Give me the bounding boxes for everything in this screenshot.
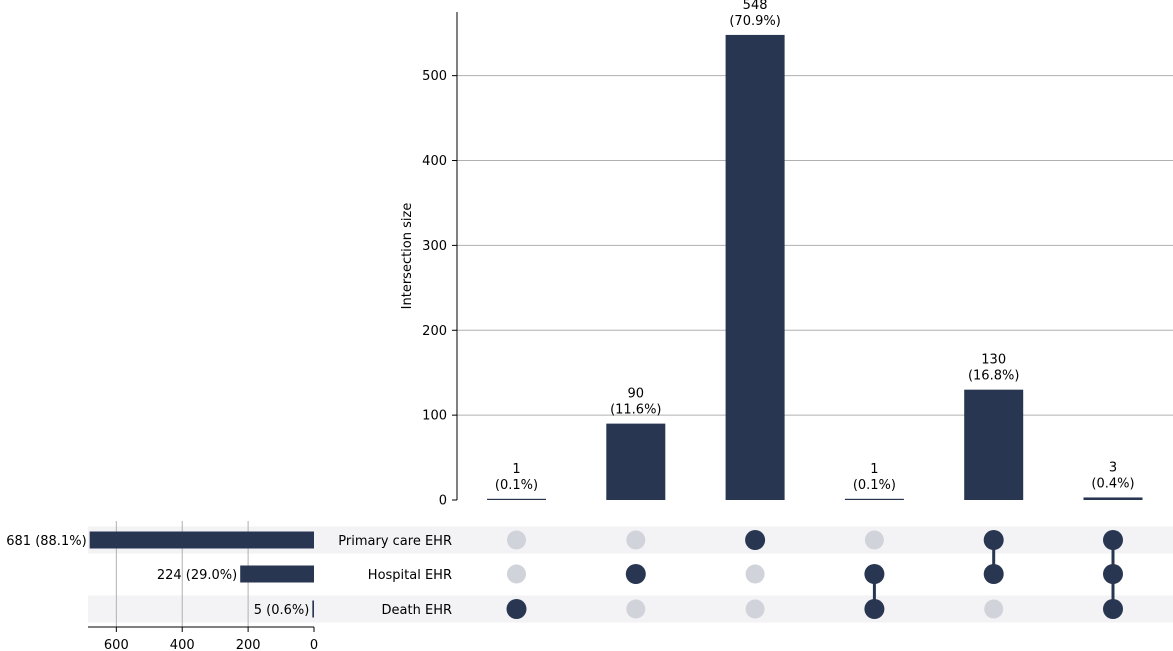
matrix-dot-inactive xyxy=(626,599,646,619)
set-size-label: 224 (29.0%) xyxy=(157,568,237,583)
matrix-dot-active xyxy=(1103,564,1123,584)
set-size-label: 681 (88.1%) xyxy=(6,534,86,549)
y-axis-label: Intersection size xyxy=(400,203,415,310)
matrix-dot-active xyxy=(506,599,527,619)
set-name-label: Hospital EHR xyxy=(368,568,452,583)
set-size-bar xyxy=(240,565,314,583)
matrix-dot-active xyxy=(864,599,885,619)
set-size-bars xyxy=(89,531,314,618)
intersection-bar xyxy=(1083,497,1143,500)
y-tick-label: 200 xyxy=(422,324,447,339)
matrix-dot-active xyxy=(1103,530,1123,550)
intersection-bar xyxy=(725,34,785,500)
intersection-bar xyxy=(487,498,546,500)
set-size-tick-label: 600 xyxy=(104,638,129,651)
set-size-label: 5 (0.6%) xyxy=(254,603,310,618)
matrix-dot-inactive xyxy=(745,564,765,584)
set-size-bar xyxy=(89,531,314,549)
y-tick-label: 300 xyxy=(422,239,447,254)
intersection-bar xyxy=(964,389,1024,500)
set-name-label: Death EHR xyxy=(382,603,452,618)
y-tick-label: 500 xyxy=(422,69,447,84)
axes: 0 100 200 300 400 500 Intersection size 600 400 2… xyxy=(88,12,458,651)
intersection-bar-label: 548 (70.9%) xyxy=(729,0,780,29)
y-tick-label: 0 xyxy=(439,494,447,509)
set-size-tick-label: 0 xyxy=(310,638,318,651)
matrix-dot-inactive xyxy=(507,530,526,550)
matrix-dot-inactive xyxy=(626,530,646,550)
intersection-bar-label: 90 (11.6%) xyxy=(610,387,661,418)
intersection-bar-label: 3 (0.4%) xyxy=(1091,460,1134,491)
intersection-bar xyxy=(844,498,904,500)
membership-matrix xyxy=(506,530,1123,619)
matrix-dot-active xyxy=(1103,599,1123,619)
labels: 1 (0.1%) 90 (11.6%) 548 (70.9%) 1 (0.1%) 130 (16.… xyxy=(6,0,1134,618)
matrix-dot-active xyxy=(625,564,646,584)
matrix-dot-inactive xyxy=(864,530,884,550)
intersection-bar-label: 1 (0.1%) xyxy=(495,462,538,493)
y-tick-label: 400 xyxy=(422,154,447,169)
set-size-tick-label: 400 xyxy=(170,638,195,651)
intersection-bar xyxy=(606,423,666,500)
set-size-bar xyxy=(312,600,314,618)
matrix-dot-active xyxy=(745,530,766,550)
set-size-tick-label: 200 xyxy=(236,638,261,651)
matrix-dot-inactive xyxy=(745,599,765,619)
matrix-dot-active xyxy=(983,530,1004,550)
intersection-bars xyxy=(487,34,1143,500)
matrix-dot-inactive xyxy=(507,564,526,584)
matrix-dot-active xyxy=(983,564,1004,584)
set-name-label: Primary care EHR xyxy=(338,534,452,549)
intersection-bar-label: 130 (16.8%) xyxy=(968,353,1019,384)
matrix-dot-inactive xyxy=(984,599,1004,619)
matrix-dot-active xyxy=(864,564,885,584)
intersection-bar-label: 1 (0.1%) xyxy=(853,462,896,493)
y-tick-label: 100 xyxy=(422,409,447,424)
